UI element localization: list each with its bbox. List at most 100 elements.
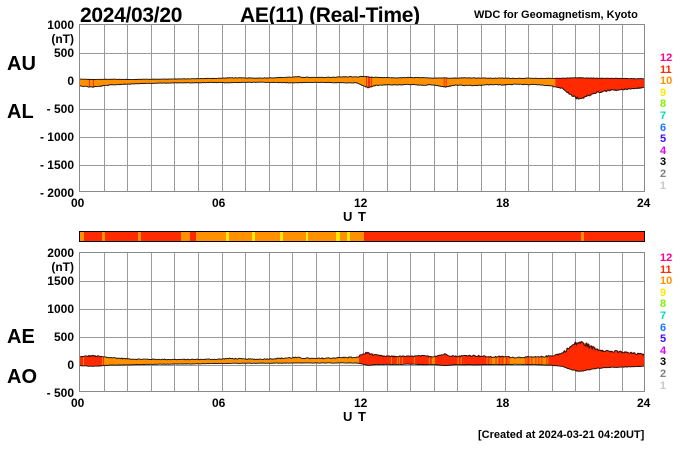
trace-fill-band	[567, 348, 569, 369]
trace-fill-band	[220, 359, 223, 364]
trace-fill-band	[611, 78, 613, 90]
trace-fill-band	[317, 77, 319, 83]
trace-fill-band	[164, 359, 167, 365]
trace-fill-band	[331, 77, 333, 83]
trace-fill-band	[277, 77, 279, 83]
trace-fill-band	[400, 356, 403, 365]
trace-fill-band	[169, 359, 172, 365]
ae-ao-trace	[80, 253, 644, 391]
trace-fill-band	[480, 78, 483, 86]
trace-fill-band	[504, 356, 507, 365]
trace-fill-band	[572, 344, 574, 371]
trace-fill-band	[592, 346, 594, 370]
trace-fill-band	[505, 78, 508, 85]
trace-fill-band	[348, 356, 350, 363]
trace-fill-band	[168, 79, 171, 84]
trace-fill-band	[353, 76, 355, 83]
trace-fill-band	[292, 357, 294, 364]
trace-fill-band	[554, 354, 556, 366]
trace-fill-band	[466, 355, 469, 365]
trace-fill-band	[232, 358, 235, 364]
trace-fill-band	[453, 355, 456, 365]
trace-fill-band	[262, 78, 264, 83]
trace-fill-band	[478, 77, 481, 86]
trace-fill-band	[351, 76, 353, 83]
activity-strip-segment	[119, 232, 138, 241]
trace-fill-band	[271, 77, 273, 83]
trace-fill-band	[476, 78, 479, 86]
trace-fill-band	[278, 358, 280, 364]
trace-fill-band	[192, 78, 195, 83]
trace-fill-band	[286, 357, 288, 364]
trace-fill-band	[197, 359, 200, 364]
trace-fill-band	[148, 359, 151, 365]
trace-fill-band	[197, 78, 200, 83]
trace-fill-band	[561, 352, 563, 367]
trace-fill-band	[485, 78, 488, 85]
trace-fill-band	[96, 79, 99, 87]
trace-fill-band	[209, 359, 212, 364]
gridline-vertical	[339, 25, 340, 191]
trace-fill-band	[206, 78, 209, 83]
trace-fill-band	[261, 359, 263, 364]
trace-fill-band	[139, 359, 142, 365]
trace-fill-band	[124, 358, 127, 365]
trace-fill-band	[518, 357, 521, 365]
trace-fill-band	[146, 359, 149, 365]
trace-fill-band	[246, 78, 249, 83]
au-al-plot-panel	[79, 24, 645, 192]
trace-fill-band	[283, 358, 285, 364]
trace-fill-band	[332, 357, 334, 364]
top-xtick-12: 12	[354, 196, 368, 210]
trace-fill-band	[461, 77, 464, 86]
trace-fill-band	[108, 79, 111, 85]
trace-fill-band	[602, 350, 604, 368]
gridline-vertical	[575, 253, 576, 391]
trace-fill-band	[342, 76, 344, 83]
trace-fill-band	[515, 357, 518, 365]
trace-fill-band	[188, 359, 191, 365]
legend-level-2: 2	[660, 367, 667, 380]
trace-fill-band	[487, 78, 490, 86]
top-ytick-minus1000: - 1000	[39, 130, 74, 144]
trace-fill-band	[632, 353, 634, 367]
trace-fill-band	[100, 356, 103, 366]
trace-fill-band	[565, 78, 567, 92]
legend-level-7: 7	[660, 309, 667, 322]
trace-fill-band	[409, 77, 412, 85]
trace-fill-band	[591, 77, 593, 95]
trace-fill-band	[559, 353, 561, 367]
trace-fill-band	[579, 77, 581, 99]
trace-fill-band	[195, 359, 198, 364]
trace-fill-band	[454, 77, 457, 86]
trace-fill-band	[611, 351, 613, 368]
trace-fill-band	[477, 355, 480, 365]
trace-fill-band	[166, 359, 169, 365]
trace-fill-band	[490, 356, 493, 365]
trace-fill-band	[101, 356, 104, 366]
trace-fill-band	[607, 78, 609, 91]
top-ytick-minus2000: - 2000	[39, 186, 74, 200]
trace-fill-band	[252, 358, 254, 364]
trace-fill-band	[347, 77, 349, 83]
trace-fill-band	[434, 78, 437, 86]
trace-fill-band	[621, 78, 623, 90]
bottom-xtick-06: 06	[212, 396, 226, 410]
trace-fill-band	[555, 354, 557, 366]
trace-fill-band	[88, 79, 91, 88]
trace-fill-band	[128, 79, 131, 85]
chart-main-title: AE(11) (Real-Time)	[240, 4, 420, 27]
trace-fill-band	[488, 78, 491, 86]
trace-fill-band	[185, 78, 188, 83]
trace-fill-band	[325, 77, 327, 83]
trace-fill-band	[394, 77, 397, 85]
gridline-vertical	[198, 25, 199, 191]
trace-fill-band	[535, 78, 537, 85]
trace-fill-band	[379, 77, 382, 86]
trace-fill-band	[565, 351, 567, 368]
trace-fill-band	[627, 78, 629, 90]
trace-fill-band	[404, 356, 407, 365]
trace-fill-band	[200, 78, 203, 83]
trace-fill-band	[214, 78, 217, 83]
trace-fill-band	[174, 359, 177, 364]
